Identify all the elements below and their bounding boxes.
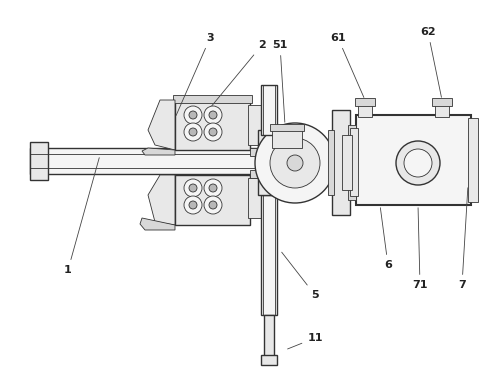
Circle shape <box>255 123 335 203</box>
Bar <box>350 128 358 196</box>
Bar <box>175 175 250 225</box>
Circle shape <box>184 196 202 214</box>
Polygon shape <box>140 218 175 230</box>
Bar <box>30 142 48 180</box>
Bar <box>272 128 302 148</box>
Text: 71: 71 <box>412 208 428 290</box>
Circle shape <box>204 106 222 124</box>
Bar <box>348 125 356 200</box>
Circle shape <box>204 179 222 197</box>
Circle shape <box>209 111 217 119</box>
Bar <box>261 85 277 135</box>
Text: 2: 2 <box>212 40 266 106</box>
Bar <box>332 110 350 215</box>
Bar <box>342 135 352 190</box>
Circle shape <box>270 138 320 188</box>
Bar <box>355 98 375 106</box>
Text: 6: 6 <box>380 208 392 270</box>
Circle shape <box>189 111 197 119</box>
Bar <box>250 148 286 156</box>
Circle shape <box>189 201 197 209</box>
Circle shape <box>204 196 222 214</box>
Circle shape <box>209 184 217 192</box>
Text: 3: 3 <box>176 33 214 115</box>
Text: 62: 62 <box>420 27 441 97</box>
Circle shape <box>184 123 202 141</box>
Bar <box>261 355 277 365</box>
Bar <box>328 130 334 195</box>
Text: 1: 1 <box>64 158 99 275</box>
Circle shape <box>189 184 197 192</box>
Polygon shape <box>148 100 175 150</box>
Bar <box>250 170 286 178</box>
Bar <box>264 315 274 357</box>
Circle shape <box>184 179 202 197</box>
Text: 5: 5 <box>282 252 319 300</box>
Text: 7: 7 <box>458 188 468 290</box>
Bar <box>261 195 277 315</box>
Bar <box>435 103 449 117</box>
Text: 61: 61 <box>330 33 364 97</box>
Circle shape <box>184 106 202 124</box>
Bar <box>248 105 263 145</box>
Bar <box>175 100 250 150</box>
Circle shape <box>396 141 440 185</box>
Circle shape <box>404 149 432 177</box>
Circle shape <box>209 128 217 136</box>
Circle shape <box>209 201 217 209</box>
Bar <box>173 95 252 103</box>
Bar <box>356 115 471 205</box>
Polygon shape <box>148 175 175 225</box>
Polygon shape <box>142 148 175 155</box>
Circle shape <box>189 128 197 136</box>
Bar <box>432 98 452 106</box>
Circle shape <box>287 155 303 171</box>
Circle shape <box>204 123 222 141</box>
Bar <box>270 124 304 131</box>
Bar <box>468 118 478 202</box>
Bar <box>258 130 278 195</box>
Bar <box>248 178 263 218</box>
Bar <box>30 148 270 174</box>
Text: 51: 51 <box>272 40 288 122</box>
Text: 11: 11 <box>287 333 323 349</box>
Bar <box>358 103 372 117</box>
